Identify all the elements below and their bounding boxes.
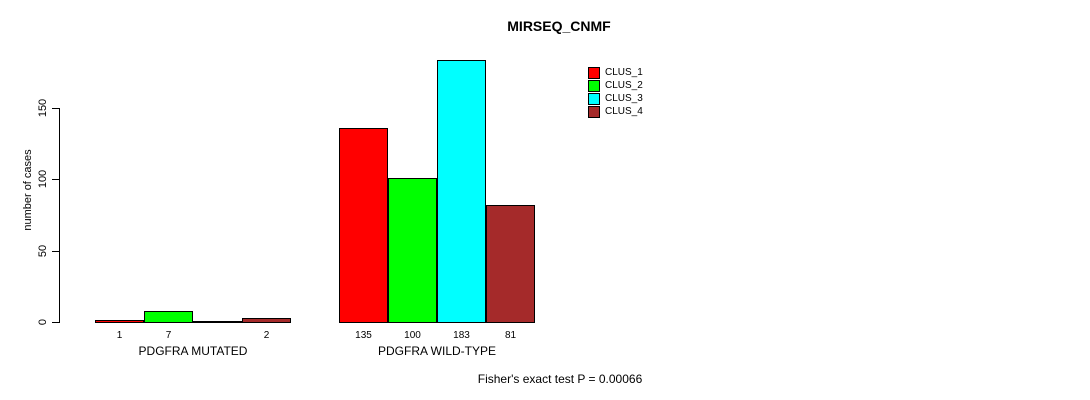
y-tick-label: 0 xyxy=(37,318,49,326)
bar-value-label: 135 xyxy=(355,330,372,341)
y-tick-label: 150 xyxy=(37,98,49,118)
legend-swatch-clus-2 xyxy=(588,79,600,92)
bar-value-label: 1 xyxy=(116,330,123,341)
bar-value-label: 2 xyxy=(263,330,270,341)
y-tick-mark xyxy=(52,251,59,252)
bar-clus_3-group0 xyxy=(193,321,242,323)
legend-label-clus-1: CLUS_1 xyxy=(605,67,643,78)
y-tick-label: 50 xyxy=(37,244,49,258)
legend-entry-clus-4: CLUS_4 xyxy=(588,105,643,118)
y-axis-line xyxy=(59,108,60,323)
bar-clus_3-group1 xyxy=(437,60,486,323)
legend-entry-clus-2: CLUS_2 xyxy=(588,79,643,92)
bar-value-label: 81 xyxy=(504,330,517,341)
bar-clus_1-group0 xyxy=(95,320,144,323)
y-axis-label: number of cases xyxy=(22,149,34,231)
bar-clus_4-group0 xyxy=(242,318,291,323)
legend-entry-clus-3: CLUS_3 xyxy=(588,92,643,105)
legend-swatch-clus-4 xyxy=(588,105,600,118)
legend-swatch-clus-3 xyxy=(588,92,600,105)
bar-value-label: 183 xyxy=(453,330,470,341)
y-tick-mark xyxy=(52,108,59,109)
bar-clus_1-group1 xyxy=(339,128,388,323)
bar-clus_2-group1 xyxy=(388,178,437,323)
chart-title: MIRSEQ_CNMF xyxy=(507,18,611,34)
bar-clus_2-group0 xyxy=(144,311,193,323)
legend-label-clus-2: CLUS_2 xyxy=(605,80,643,91)
bar-value-label: 100 xyxy=(404,330,421,341)
y-tick-mark xyxy=(52,179,59,180)
y-tick-mark xyxy=(52,322,59,323)
legend-label-clus-4: CLUS_4 xyxy=(605,106,643,117)
legend-swatch-clus-1 xyxy=(588,66,600,79)
bar-value-label: 7 xyxy=(165,330,172,341)
x-group-label-pdgfra-mutated: PDGFRA MUTATED xyxy=(138,344,248,358)
legend-entry-clus-1: CLUS_1 xyxy=(588,66,643,79)
y-tick-label: 100 xyxy=(37,169,49,189)
legend: CLUS_1 CLUS_2 CLUS_3 CLUS_4 xyxy=(588,66,643,118)
stats-annotation: Fisher's exact test P = 0.00066 xyxy=(477,372,643,386)
x-group-label-pdgfra-wild-type: PDGFRA WILD-TYPE xyxy=(377,344,497,358)
bar-clus_4-group1 xyxy=(486,205,535,323)
legend-label-clus-3: CLUS_3 xyxy=(605,93,643,104)
